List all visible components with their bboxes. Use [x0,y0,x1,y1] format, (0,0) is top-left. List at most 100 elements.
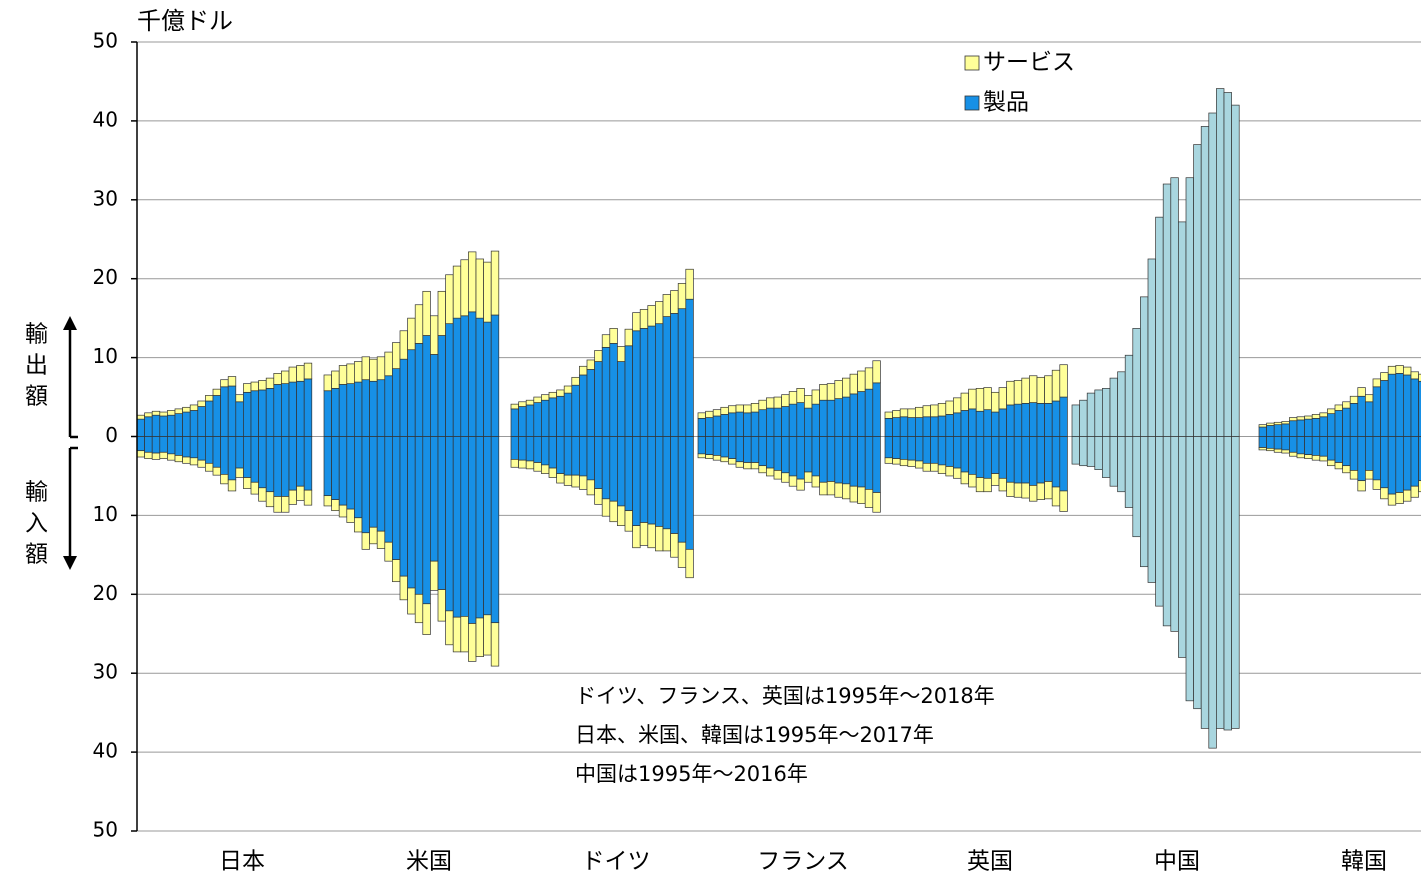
bar [1006,481,1015,497]
bar [1102,436,1111,478]
bar [392,436,401,560]
bar [720,456,729,463]
bar [167,414,176,437]
bar [392,559,401,583]
bar [288,436,297,491]
bar [1387,373,1397,437]
bar [1094,389,1103,437]
bar [930,462,939,472]
bar [354,381,363,437]
bar [235,394,244,403]
bar [826,383,836,401]
bar [518,459,527,469]
bar [579,365,588,376]
bar [518,406,527,437]
bar [281,370,290,384]
bar [189,410,199,437]
bar [361,436,370,534]
bar [884,436,893,459]
bar [1357,436,1366,482]
bar [617,505,626,527]
bar [804,407,813,437]
bar [452,265,462,319]
bar [468,251,477,313]
bar [907,417,916,437]
bar [338,504,348,518]
bar [1170,177,1179,437]
y-tick-label: 20 [93,581,118,605]
bar [743,462,752,470]
bar [945,466,954,477]
bar [250,390,259,437]
bar [144,412,153,418]
bar [1304,418,1313,437]
bar [1021,403,1030,437]
bar [483,436,492,616]
bar [1311,414,1321,419]
bar [151,452,161,460]
bar [1342,401,1351,409]
bar [842,396,851,437]
bar [303,436,313,491]
bar [182,411,191,437]
bar [1029,375,1038,403]
bar [796,388,805,403]
bar [1327,436,1336,461]
bar [556,389,565,397]
bar [899,416,909,437]
bar [281,436,290,497]
bar [705,417,714,437]
bar [167,436,176,455]
bar [758,436,767,467]
bar [735,411,744,437]
bar [1296,416,1305,421]
bar [872,382,881,437]
bar [804,471,813,483]
bar [563,474,573,486]
bar [1102,388,1111,437]
bar [563,392,573,437]
bar [475,436,484,619]
bar [445,274,454,325]
bar [796,402,805,437]
bar [735,461,744,468]
bar [346,436,355,510]
bar [991,391,1000,413]
bar [945,414,954,437]
bar [1013,380,1023,405]
bar [788,391,798,405]
bar [788,436,798,477]
bar [288,489,297,505]
bar [960,392,969,411]
unit-title: 千億ドル [137,7,233,35]
bar [490,250,500,316]
bar [533,436,542,463]
bar [273,496,282,513]
bar [1311,418,1321,437]
bar [766,436,775,469]
bar [788,475,798,487]
bar [1349,395,1359,404]
bar [781,472,790,483]
bar [586,369,595,437]
bar [571,436,580,476]
bar [483,321,492,437]
bar [475,317,484,437]
bar [460,315,469,437]
bar [174,455,183,463]
bar [1380,487,1389,500]
bar [422,436,431,605]
bar [1193,436,1202,710]
bar [639,328,649,437]
bar [960,410,969,437]
bar [525,436,535,462]
bar [220,379,229,388]
bar [331,388,340,437]
bar [968,388,977,410]
bar [533,396,542,403]
bar [265,377,275,389]
bar [617,346,626,362]
bar [750,403,760,413]
bar [685,548,694,579]
bar [392,368,401,437]
